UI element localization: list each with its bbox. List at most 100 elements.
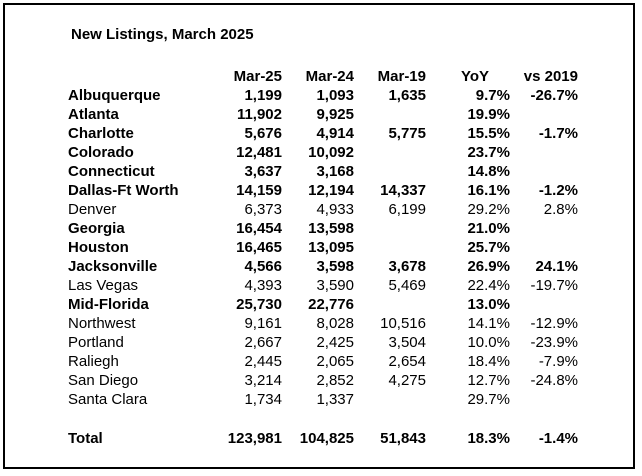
table-cell <box>510 295 578 314</box>
table-cell: -12.9% <box>530 315 578 332</box>
table-row: Las Vegas 4,393 3,590 5,469 22.4% -19.7% <box>68 276 578 295</box>
table-row: Denver 6,373 4,933 6,199 29.2% 2.8% <box>68 200 578 219</box>
table-cell: 8,028 <box>316 315 354 332</box>
table-cell: 2,065 <box>316 353 354 370</box>
table-cell: 2,654 <box>388 353 426 370</box>
table-cell: 3,168 <box>316 163 354 180</box>
table-cell: 2,667 <box>244 334 282 351</box>
table-cell: 5,469 <box>388 277 426 294</box>
table-row: Mid-Florida 25,730 22,776 13.0% <box>68 295 578 314</box>
table-row: Connecticut 3,637 3,168 14.8% <box>68 162 578 181</box>
table-cell: 16.1% <box>467 182 510 199</box>
header-cell: vs 2019 <box>523 67 578 85</box>
table-frame <box>3 3 635 469</box>
row-label: San Diego <box>68 372 139 389</box>
table-cell: 4,275 <box>388 372 426 389</box>
table-cell <box>510 390 578 409</box>
table-cell: 2,445 <box>244 353 282 370</box>
table-cell: 6,373 <box>244 201 282 218</box>
table-cell: 3,214 <box>244 372 282 389</box>
table-cell: 22.4% <box>467 277 510 294</box>
table-cell: 4,393 <box>244 277 282 294</box>
table-cell: -1.7% <box>538 125 578 142</box>
table-cell: 4,914 <box>316 125 354 142</box>
header-cell <box>68 66 208 86</box>
table-cell: 14.1% <box>467 315 510 332</box>
table-cell: 14,337 <box>380 182 426 199</box>
table-row: Santa Clara 1,734 1,337 29.7% <box>68 390 578 409</box>
table-cell: 29.2% <box>467 201 510 218</box>
spacer-cell <box>510 409 578 429</box>
table-cell <box>354 143 426 162</box>
table-cell: 1,635 <box>388 87 426 104</box>
table-cell: -24.8% <box>530 372 578 389</box>
table-cell: 29.7% <box>467 391 510 408</box>
table-cell: 12.7% <box>467 372 510 389</box>
table-cell: -26.7% <box>530 87 578 104</box>
table-cell: 13.0% <box>467 296 510 313</box>
table-cell: 13,095 <box>308 239 354 256</box>
table-cell: 25.7% <box>467 239 510 256</box>
table-cell: 2,852 <box>316 372 354 389</box>
row-label: Houston <box>68 239 129 256</box>
table-cell: 12,194 <box>308 182 354 199</box>
table-cell <box>354 162 426 181</box>
table-cell <box>510 219 578 238</box>
table-cell: 19.9% <box>467 106 510 123</box>
table-cell: 3,590 <box>316 277 354 294</box>
row-label: Las Vegas <box>68 277 139 294</box>
table-cell: 10,092 <box>308 144 354 161</box>
table-cell: 1,093 <box>316 87 354 104</box>
table-cell <box>354 105 426 124</box>
header-cell: Mar-19 <box>377 67 426 85</box>
table-cell: 10,516 <box>380 315 426 332</box>
table-cell <box>354 238 426 257</box>
table-cell: 51,843 <box>380 430 426 447</box>
table-cell: 3,637 <box>244 163 282 180</box>
spacer-cell <box>354 409 426 429</box>
table-cell: 5,775 <box>388 125 426 142</box>
row-label: Portland <box>68 334 124 351</box>
table-cell: -19.7% <box>530 277 578 294</box>
table-cell: 123,981 <box>227 430 282 447</box>
table-row: Georgia 16,454 13,598 21.0% <box>68 219 578 238</box>
table-row: Raliegh 2,445 2,065 2,654 18.4% -7.9% <box>68 352 578 371</box>
row-label: Total <box>68 430 103 447</box>
row-label: Denver <box>68 201 117 218</box>
spacer-cell <box>426 409 510 429</box>
total-row: Total 123,981 104,825 51,843 18.3% -1.4% <box>68 429 578 448</box>
table-cell <box>510 162 578 181</box>
table-cell: -23.9% <box>530 334 578 351</box>
table-row: Atlanta 11,902 9,925 19.9% <box>68 105 578 124</box>
table-cell: 3,678 <box>388 258 426 275</box>
row-label: Mid-Florida <box>68 296 149 313</box>
table-row: Jacksonville 4,566 3,598 3,678 26.9% 24.1% <box>68 257 578 276</box>
table-cell: 16,454 <box>236 220 282 237</box>
table-cell: 24.1% <box>535 258 578 275</box>
table-cell <box>510 105 578 124</box>
row-label: Jacksonville <box>68 258 158 275</box>
table-row: San Diego 3,214 2,852 4,275 12.7% -24.8% <box>68 371 578 390</box>
table-row: Houston 16,465 13,095 25.7% <box>68 238 578 257</box>
row-label: Dallas-Ft Worth <box>68 182 179 199</box>
table-cell: 10.0% <box>467 334 510 351</box>
table-cell: 6,199 <box>388 201 426 218</box>
table-cell: 23.7% <box>467 144 510 161</box>
table-cell: 104,825 <box>299 430 354 447</box>
spacer-row <box>68 409 578 429</box>
table-cell: 3,504 <box>388 334 426 351</box>
table-row: Portland 2,667 2,425 3,504 10.0% -23.9% <box>68 333 578 352</box>
row-label: Northwest <box>68 315 136 332</box>
table-cell: 2,425 <box>316 334 354 351</box>
table-row: Colorado 12,481 10,092 23.7% <box>68 143 578 162</box>
row-label: Georgia <box>68 220 125 237</box>
table-cell: 1,337 <box>316 391 354 408</box>
table-body: Albuquerque 1,199 1,093 1,635 9.7% -26.7% Atla… <box>68 86 578 448</box>
table-cell: -7.9% <box>538 353 578 370</box>
table-cell: 25,730 <box>236 296 282 313</box>
table-cell: 9.7% <box>475 87 510 104</box>
row-label: Santa Clara <box>68 391 148 408</box>
row-label: Charlotte <box>68 125 134 142</box>
row-label: Colorado <box>68 144 134 161</box>
table-cell: 4,933 <box>316 201 354 218</box>
